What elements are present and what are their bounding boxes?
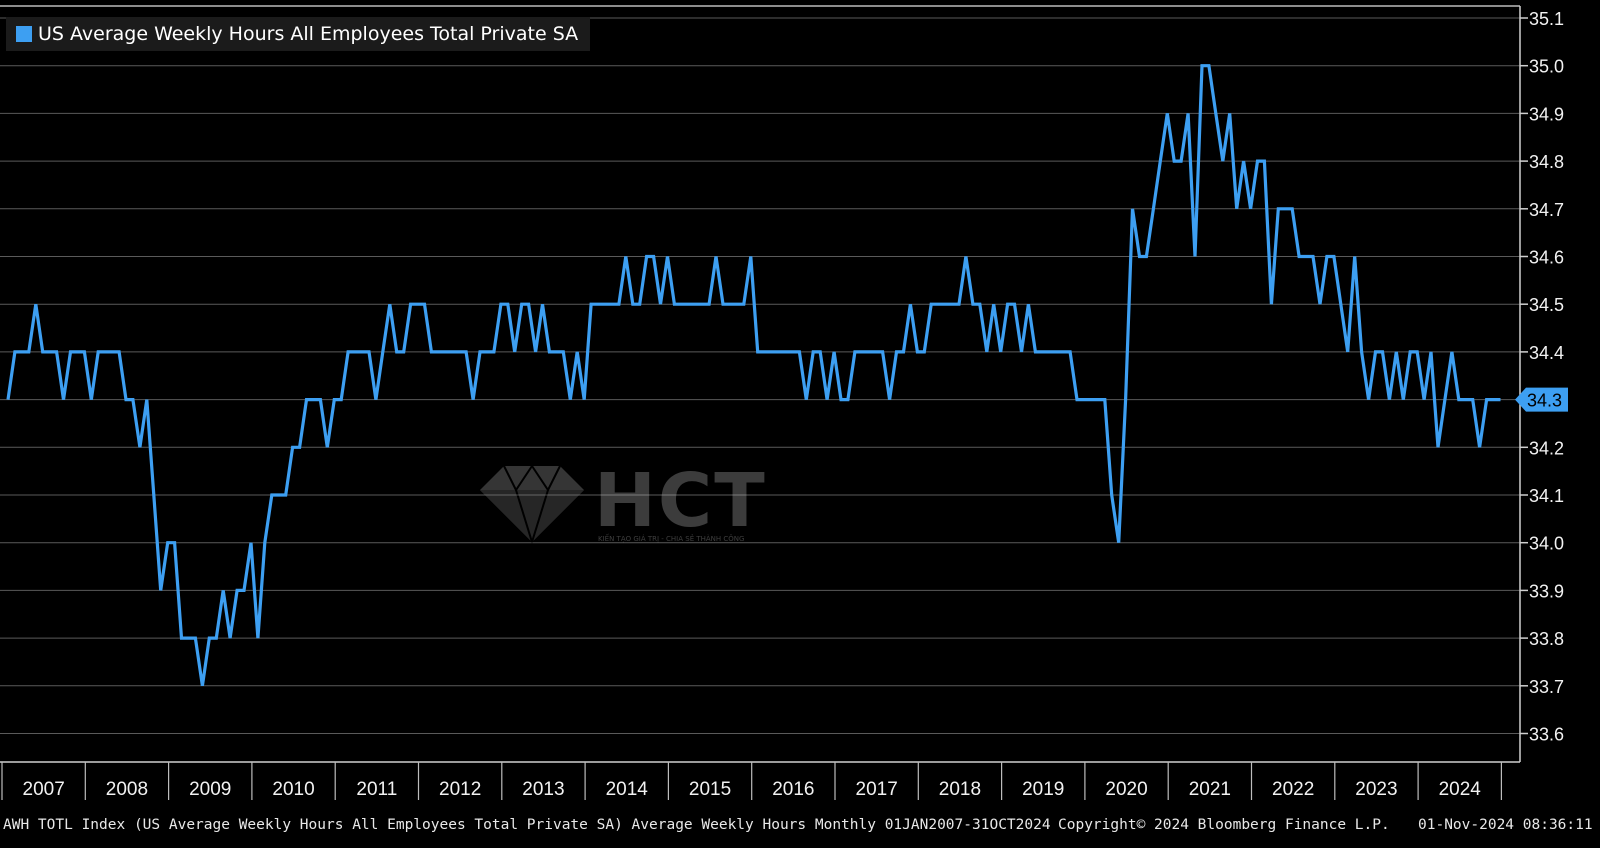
y-tick-label: 35.1 <box>1529 9 1564 29</box>
watermark-subtext: KIẾN TẠO GIÁ TRỊ - CHIA SẺ THÀNH CÔNG <box>598 535 745 543</box>
x-tick-label: 2020 <box>1105 779 1147 800</box>
last-value-label: 34.3 <box>1527 391 1562 411</box>
x-tick-label: 2008 <box>106 779 148 800</box>
y-tick-label: 34.2 <box>1529 438 1564 458</box>
watermark-logo: HCT KIẾN TẠO GIÁ TRỊ - CHIA SẺ THÀNH CÔN… <box>476 458 776 552</box>
x-tick-label: 2023 <box>1355 779 1397 800</box>
y-tick-label: 34.6 <box>1529 248 1564 268</box>
x-tick-label: 2019 <box>1022 779 1064 800</box>
y-tick-label: 35.0 <box>1529 57 1564 77</box>
x-tick-label: 2024 <box>1439 779 1482 800</box>
x-tick-label: 2022 <box>1272 779 1314 800</box>
legend-swatch <box>16 26 32 42</box>
legend-label: US Average Weekly Hours All Employees To… <box>38 23 579 45</box>
y-tick-label: 34.9 <box>1529 104 1564 124</box>
last-value-marker: 34.3 <box>1515 387 1568 412</box>
y-tick-label: 34.5 <box>1529 295 1564 315</box>
last-value-badge <box>1515 387 1568 412</box>
x-tick-label: 2011 <box>356 779 397 800</box>
y-axis-ticks: 33.6 33.7 33.8 33.9 34.0 34.1 34.2 34.3 34.4 34.5… <box>1520 9 1564 745</box>
x-tick-label: 2013 <box>522 779 564 800</box>
x-tick-label: 2012 <box>439 779 481 800</box>
x-tick-label: 2015 <box>689 779 731 800</box>
y-tick-label: 33.8 <box>1529 629 1564 649</box>
footer-copyright: Copyright© 2024 Bloomberg Finance L.P. <box>1058 817 1390 833</box>
y-tick-label: 33.9 <box>1529 581 1564 601</box>
x-tick-label: 2018 <box>939 779 981 800</box>
y-tick-label: 33.6 <box>1529 725 1564 745</box>
diamond-logo-icon <box>480 464 584 546</box>
y-tick-label: 34.8 <box>1529 152 1564 172</box>
footer-description: AWH TOTL Index (US Average Weekly Hours … <box>3 817 1051 833</box>
y-tick-label: 33.7 <box>1529 677 1564 697</box>
y-tick-label: 34.7 <box>1529 200 1564 220</box>
y-tick-label: 34.1 <box>1529 486 1564 506</box>
x-tick-label: 2021 <box>1189 779 1231 800</box>
x-tick-label: 2009 <box>189 779 231 800</box>
chart-legend: US Average Weekly Hours All Employees To… <box>6 17 591 51</box>
series-line <box>6 64 1501 687</box>
chart-footer: AWH TOTL Index (US Average Weekly Hours … <box>0 815 1600 837</box>
y-tick-label: 34.0 <box>1529 534 1564 554</box>
footer-timestamp: 01-Nov-2024 08:36:11 <box>1418 817 1593 833</box>
x-tick-label: 2014 <box>606 779 649 800</box>
x-axis-ticks: 2007 2008 2009 2010 2011 2012 2013 2014 2015 2016… <box>1 762 1503 800</box>
y-tick-label: 34.4 <box>1529 343 1564 363</box>
x-tick-label: 2016 <box>772 779 814 800</box>
x-tick-label: 2017 <box>856 779 898 800</box>
x-tick-label: 2010 <box>272 779 314 800</box>
watermark-text: HCT <box>594 458 767 544</box>
x-tick-label: 2007 <box>23 779 65 800</box>
